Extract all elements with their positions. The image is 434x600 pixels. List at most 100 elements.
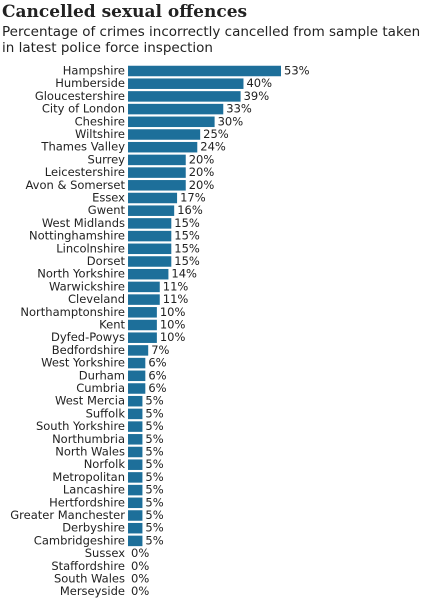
value-label: 6% (148, 368, 166, 382)
category-label: Gloucestershire (35, 89, 125, 103)
value-label: 0% (131, 559, 149, 573)
category-label: Cumbria (76, 381, 125, 395)
bar (128, 192, 178, 204)
value-label: 5% (145, 521, 163, 535)
category-label: Dyfed-Powys (51, 330, 125, 344)
category-label: Humberside (55, 76, 125, 90)
bar (128, 319, 157, 331)
value-label: 6% (148, 356, 166, 370)
category-label: Dorset (87, 254, 126, 268)
bar (128, 370, 146, 382)
bar (128, 230, 172, 242)
category-label: Merseyside (60, 584, 125, 598)
value-label: 10% (160, 330, 186, 344)
bar (128, 408, 143, 420)
bar (128, 332, 157, 343)
category-label: Cheshire (75, 114, 125, 128)
value-label: 5% (145, 394, 163, 408)
category-label: Gwent (88, 203, 126, 217)
category-label: City of London (42, 102, 125, 116)
bar (128, 522, 143, 534)
category-label: Bedfordshire (52, 343, 125, 357)
category-label: Lincolnshire (56, 241, 125, 255)
bar (128, 180, 186, 191)
value-label: 5% (145, 533, 163, 547)
value-label: 14% (171, 267, 197, 281)
value-label: 5% (145, 508, 163, 522)
value-label: 5% (145, 470, 163, 484)
value-label: 39% (244, 89, 270, 103)
value-label: 5% (145, 445, 163, 459)
chart-subtitle: Percentage of crimes incorrectly cancell… (2, 24, 421, 56)
category-label: West Yorkshire (41, 356, 125, 370)
value-label: 5% (145, 457, 163, 471)
bar (128, 154, 186, 166)
category-label: Avon & Somerset (25, 178, 125, 192)
bar (128, 345, 149, 356)
category-label: Derbyshire (62, 521, 125, 535)
category-label: South Wales (54, 572, 125, 586)
category-label: Warwickshire (49, 279, 125, 293)
bar (128, 459, 143, 470)
bar (128, 129, 201, 140)
category-label: North Wales (55, 445, 125, 459)
category-label: West Mercia (55, 394, 125, 408)
value-label: 6% (148, 381, 166, 395)
category-label: Greater Manchester (10, 508, 125, 522)
bar (128, 294, 160, 305)
category-label: Metropolitan (52, 470, 125, 484)
value-label: 5% (145, 432, 163, 446)
bar (128, 497, 143, 509)
value-label: 0% (131, 546, 149, 560)
bar (128, 116, 215, 128)
value-label: 20% (189, 152, 215, 166)
value-label: 5% (145, 495, 163, 509)
category-label: Lancashire (63, 483, 125, 497)
value-label: 7% (151, 343, 169, 357)
category-label: Cambridgeshire (34, 533, 125, 547)
header: Cancelled sexual offences Percentage of … (2, 0, 430, 56)
bar (128, 65, 281, 77)
bar (128, 218, 172, 229)
bar (128, 510, 143, 521)
value-label: 40% (246, 76, 272, 90)
category-label: Surrey (88, 152, 126, 166)
bar (128, 307, 157, 318)
bar (128, 535, 143, 547)
value-label: 5% (145, 483, 163, 497)
category-label: Hampshire (63, 64, 125, 78)
category-label: Essex (92, 191, 125, 205)
bar (128, 78, 244, 89)
value-label: 17% (180, 191, 206, 205)
bar (128, 281, 160, 293)
bar (128, 91, 241, 102)
bar (128, 141, 198, 153)
value-label: 16% (177, 203, 203, 217)
value-label: 20% (189, 165, 215, 179)
value-label: 0% (131, 584, 149, 598)
value-label: 20% (189, 178, 215, 192)
category-label: Cleveland (68, 292, 125, 306)
value-label: 24% (200, 140, 226, 154)
bar (128, 446, 143, 458)
category-label: Northumbria (52, 432, 125, 446)
category-label: Wiltshire (75, 127, 125, 141)
value-label: 10% (160, 318, 186, 332)
value-label: 5% (145, 419, 163, 433)
chart-title: Cancelled sexual offences (2, 2, 248, 22)
category-label: Nottinghamshire (29, 229, 125, 243)
value-label: 25% (203, 127, 229, 141)
category-label: Suffolk (86, 406, 126, 420)
bar (128, 243, 172, 255)
bar (128, 472, 143, 483)
bar (128, 434, 143, 445)
category-label: Norfolk (84, 457, 126, 471)
value-label: 15% (174, 241, 200, 255)
bar (128, 357, 146, 369)
category-label: Staffordshire (51, 559, 125, 573)
category-label: Thames Valley (40, 140, 125, 154)
category-label: Kent (99, 318, 125, 332)
value-label: 10% (160, 305, 186, 319)
